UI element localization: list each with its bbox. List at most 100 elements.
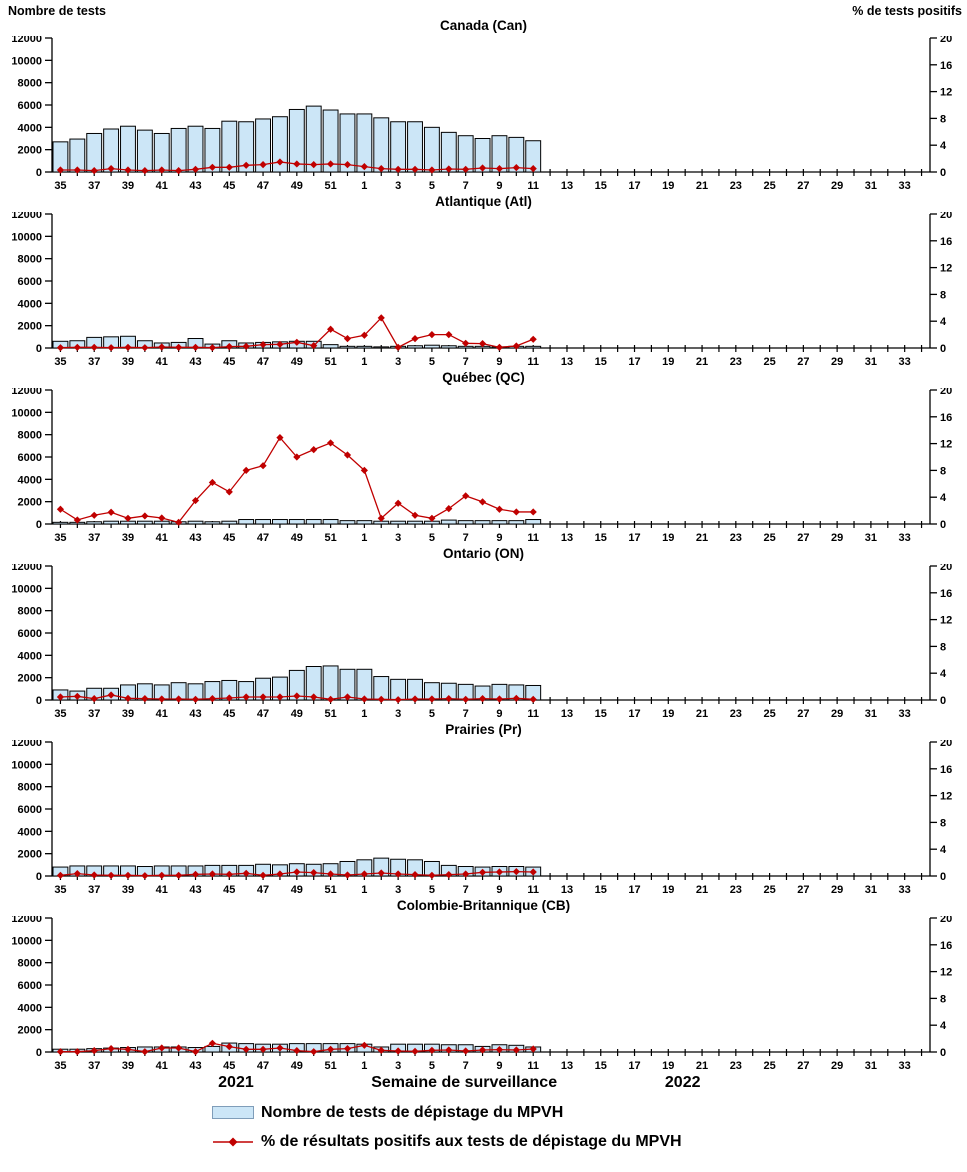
left-tick-label: 2000 — [18, 673, 42, 685]
test-count-bar — [339, 345, 356, 349]
right-tick-label: 4 — [940, 492, 947, 504]
week-tick-label: 47 — [257, 532, 269, 544]
test-count-bar — [204, 1045, 221, 1053]
left-tick-label: 10000 — [11, 231, 42, 243]
test-count-bar — [272, 116, 288, 173]
week-tick-label: 51 — [324, 1060, 336, 1072]
positivity-marker — [478, 164, 487, 172]
xaxis-footer: 2021 Semaine de surveillance 2022 — [0, 1072, 967, 1098]
positivity-marker — [242, 869, 250, 877]
positivity-marker — [360, 1041, 368, 1049]
week-tick-label: 31 — [865, 884, 877, 896]
week-tick-label: 5 — [429, 356, 435, 368]
positivity-marker — [141, 512, 149, 520]
positivity-marker — [411, 1047, 419, 1055]
week-tick-label: 17 — [628, 708, 640, 720]
test-count-bar — [322, 665, 339, 701]
right-tick-label: 16 — [940, 60, 952, 72]
panel-colombie-britannique: Colombie-Britannique (CB) 0 2000 4000 6000 8… — [0, 896, 967, 1072]
panel-canada: Canada (Can) 0 2000 4000 6000 8000 10000 12000… — [0, 16, 967, 192]
positivity-marker — [428, 695, 436, 703]
positivity-marker — [208, 1039, 217, 1047]
week-tick-label: 7 — [463, 532, 469, 544]
positivity-marker — [310, 161, 318, 169]
week-tick-label: 5 — [429, 180, 435, 192]
week-tick-label: 9 — [496, 884, 502, 896]
positivity-marker — [158, 514, 166, 522]
test-count-bar — [322, 344, 339, 349]
week-tick-label: 25 — [763, 884, 775, 896]
right-tick-label: 12 — [940, 791, 952, 803]
week-tick-label: 15 — [595, 356, 607, 368]
test-count-bar — [373, 117, 390, 173]
week-tick-label: 35 — [54, 708, 66, 720]
test-count-bar — [255, 118, 272, 173]
right-tick-label: 16 — [940, 588, 952, 600]
right-tick-label: 8 — [940, 993, 946, 1005]
week-tick-label: 9 — [496, 356, 502, 368]
right-tick-label: 20 — [940, 212, 952, 221]
week-tick-label: 13 — [561, 532, 573, 544]
test-count-bar — [457, 520, 474, 525]
positivity-marker — [293, 338, 301, 346]
right-tick-label: 0 — [940, 1047, 946, 1059]
right-tick-label: 16 — [940, 764, 952, 776]
test-count-bar — [322, 109, 339, 173]
week-tick-label: 11 — [527, 708, 539, 720]
positivity-marker — [462, 339, 470, 347]
week-tick-label: 23 — [730, 884, 742, 896]
panel-title: Canada (Can) — [439, 18, 527, 33]
test-count-bar — [136, 520, 153, 525]
week-tick-label: 37 — [88, 356, 100, 368]
positivity-marker — [293, 1047, 301, 1055]
positivity-marker — [495, 165, 504, 173]
left-tick-label: 8000 — [18, 782, 42, 794]
left-tick-label: 12000 — [11, 740, 42, 749]
test-count-bar — [508, 520, 525, 525]
week-tick-label: 45 — [223, 532, 235, 544]
positivity-marker — [326, 160, 335, 168]
positivity-marker — [276, 158, 284, 166]
positivity-marker — [411, 335, 419, 343]
positivity-marker — [462, 165, 470, 173]
positivity-marker — [73, 166, 81, 174]
week-tick-label: 21 — [696, 708, 708, 720]
week-tick-label: 7 — [463, 884, 469, 896]
right-tick-label: 12 — [940, 439, 952, 451]
test-count-bar — [508, 136, 525, 173]
legend-row-tests: Nombre de tests de dépistage du MPVH — [212, 1098, 967, 1127]
test-count-bar — [491, 520, 508, 525]
week-tick-label: 11 — [527, 1060, 539, 1072]
week-tick-label: 21 — [696, 1060, 708, 1072]
positivity-marker — [158, 343, 166, 351]
week-tick-label: 49 — [291, 884, 303, 896]
week-tick-label: 13 — [561, 884, 573, 896]
left-tick-label: 6000 — [18, 804, 42, 816]
positivity-marker — [56, 505, 65, 513]
week-tick-label: 43 — [189, 180, 201, 192]
week-tick-label: 33 — [899, 1060, 911, 1072]
week-tick-label: 7 — [463, 1060, 469, 1072]
positivity-marker — [411, 165, 419, 173]
week-tick-label: 5 — [429, 884, 435, 896]
week-tick-label: 17 — [628, 884, 640, 896]
left-tick-label: 6000 — [18, 980, 42, 992]
legend: Nombre de tests de dépistage du MPVH % d… — [0, 1098, 967, 1156]
right-tick-label: 20 — [940, 388, 952, 397]
week-tick-label: 29 — [831, 884, 843, 896]
week-tick-label: 15 — [595, 180, 607, 192]
week-tick-label: 3 — [395, 1060, 401, 1072]
week-tick-label: 29 — [831, 532, 843, 544]
week-tick-label: 45 — [223, 356, 235, 368]
positivity-marker — [394, 165, 402, 173]
week-tick-label: 41 — [156, 884, 168, 896]
year-label-2021: 2021 — [218, 1074, 254, 1091]
left-tick-label: 0 — [36, 343, 42, 355]
positivity-marker — [428, 166, 436, 174]
positivity-marker — [225, 163, 233, 171]
positivity-marker — [326, 695, 335, 703]
right-tick-label: 8 — [940, 641, 946, 653]
